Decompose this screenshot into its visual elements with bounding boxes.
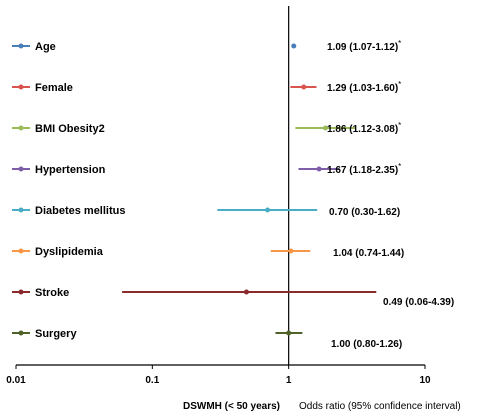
legend-marker-dot: [18, 166, 24, 172]
forest-row-age: Age 1.09 (1.07-1.12)*: [12, 39, 401, 53]
point-estimate: [291, 43, 297, 49]
point-estimate: [286, 330, 292, 336]
forest-row-dyslipidemia: Dyslipidemia 1.04 (0.74-1.44): [12, 246, 404, 259]
forest-row-hypertension: Hypertension 1.67 (1.18-2.35)*: [12, 162, 401, 176]
variable-label: Dyslipidemia: [35, 246, 104, 258]
x-tick-labels: 0.01 0.1 1 10: [6, 365, 431, 386]
x-tick-label: 1: [286, 375, 292, 386]
estimate-label: 0.70 (0.30-1.62): [329, 207, 400, 218]
point-estimate: [322, 125, 328, 131]
point-estimate: [265, 207, 271, 213]
point-estimate: [243, 289, 249, 295]
forest-row-bmi-obesity2: BMI Obesity2 1.86 (1.12-3.08)*: [12, 121, 401, 135]
estimate-label: 1.67 (1.18-2.35)*: [327, 162, 401, 176]
estimate-label: 0.49 (0.06-4.39): [383, 297, 454, 308]
x-axis-label-left: DSWMH (< 50 years): [183, 401, 280, 412]
significance-marker: *: [398, 121, 401, 130]
variable-label: Hypertension: [35, 164, 106, 176]
significance-marker: *: [398, 80, 401, 89]
x-axis-label-right: Odds ratio (95% confidence interval): [299, 401, 461, 412]
estimate-label: 1.00 (0.80-1.26): [331, 339, 402, 350]
estimate-label: 1.09 (1.07-1.12)*: [327, 39, 401, 53]
legend-marker-dot: [18, 125, 24, 131]
plot-rows: Age 1.09 (1.07-1.12)* Female 1.29 (1.03-1.6…: [12, 39, 454, 350]
estimate-label: 1.86 (1.12-3.08)*: [327, 121, 401, 135]
legend-marker-dot: [18, 289, 24, 295]
forest-row-stroke: Stroke 0.49 (0.06-4.39): [12, 287, 454, 308]
legend-marker-dot: [18, 248, 24, 254]
x-tick-label: 10: [419, 375, 431, 386]
estimate-label: 1.29 (1.03-1.60)*: [327, 80, 401, 94]
x-tick-label: 0.1: [145, 375, 159, 386]
legend-marker-dot: [18, 207, 24, 213]
legend-marker-dot: [18, 330, 24, 336]
plot-axes: [16, 6, 425, 366]
variable-label: BMI Obesity2: [35, 123, 105, 135]
estimate-label: 1.04 (0.74-1.44): [333, 248, 404, 259]
forest-row-female: Female 1.29 (1.03-1.60)*: [12, 80, 401, 94]
variable-label: Stroke: [35, 287, 69, 299]
variable-label: Diabetes mellitus: [35, 205, 125, 217]
significance-marker: *: [398, 39, 401, 48]
point-estimate: [316, 166, 322, 172]
point-estimate: [301, 84, 307, 90]
variable-label: Age: [35, 41, 56, 53]
point-estimate: [288, 248, 294, 254]
legend-marker-dot: [18, 84, 24, 90]
forest-row-diabetes-mellitus: Diabetes mellitus 0.70 (0.30-1.62): [12, 205, 400, 218]
forest-row-surgery: Surgery 1.00 (0.80-1.26): [12, 328, 402, 350]
variable-label: Surgery: [35, 328, 77, 340]
x-tick-label: 0.01: [6, 375, 26, 386]
variable-label: Female: [35, 82, 73, 94]
legend-marker-dot: [18, 43, 24, 49]
significance-marker: *: [398, 162, 401, 171]
